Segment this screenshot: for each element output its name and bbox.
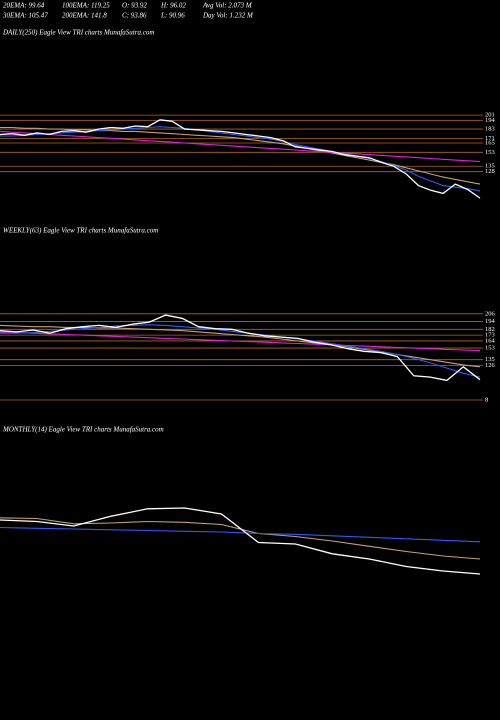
y-tick-label: 135 bbox=[485, 163, 495, 170]
header-stat: 100EMA: 119.25 bbox=[62, 2, 110, 10]
y-tick-label: 153 bbox=[485, 345, 495, 352]
y-tick-label: 171 bbox=[485, 135, 495, 142]
y-tick-label: 173 bbox=[485, 332, 495, 339]
y-tick-label: 182 bbox=[485, 326, 495, 333]
price-line bbox=[0, 331, 481, 352]
y-tick-label: 183 bbox=[485, 126, 495, 133]
y-tick-label: 165 bbox=[485, 139, 495, 146]
y-tick-label: 206 bbox=[485, 310, 496, 317]
header-stat: 30EMA: 105.47 bbox=[2, 12, 48, 20]
header-stat: L: 90.96 bbox=[160, 12, 185, 20]
price-line bbox=[0, 314, 481, 382]
y-tick-label: 8 bbox=[485, 396, 488, 403]
price-line bbox=[0, 324, 481, 378]
y-tick-label: 126 bbox=[485, 362, 496, 369]
price-line bbox=[0, 126, 481, 185]
price-line bbox=[0, 507, 481, 575]
price-line bbox=[0, 526, 481, 543]
panel-title: WEEKLY(63) Eagle View TRI charts MunafaS… bbox=[3, 227, 158, 235]
y-tick-label: 135 bbox=[485, 356, 495, 363]
y-tick-label: 194 bbox=[485, 117, 496, 124]
price-line bbox=[0, 130, 481, 163]
y-tick-label: 194 bbox=[485, 318, 496, 325]
header-stat: O: 93.92 bbox=[122, 2, 147, 10]
panel-title: DAILY(250) Eagle View TRI charts MunafaS… bbox=[2, 29, 154, 37]
header-stat: Day Vol: 1.232 M bbox=[202, 12, 254, 20]
y-tick-label: 164 bbox=[485, 337, 496, 344]
y-tick-label: 201 bbox=[485, 112, 495, 119]
panel-title: MONTHLY(14) Eagle View TRI charts Munafa… bbox=[2, 426, 164, 434]
price-line bbox=[0, 119, 481, 199]
y-tick-label: 153 bbox=[485, 149, 495, 156]
header-stat: 20EMA: 99.64 bbox=[3, 2, 45, 10]
header-stat: C: 93.86 bbox=[122, 12, 147, 20]
y-tick-label: 128 bbox=[485, 168, 495, 175]
header-stat: Avg Vol: 2.073 M bbox=[202, 2, 253, 10]
header-stat: H: 96.02 bbox=[160, 2, 186, 10]
header-stat: 200EMA: 141.8 bbox=[62, 12, 107, 20]
